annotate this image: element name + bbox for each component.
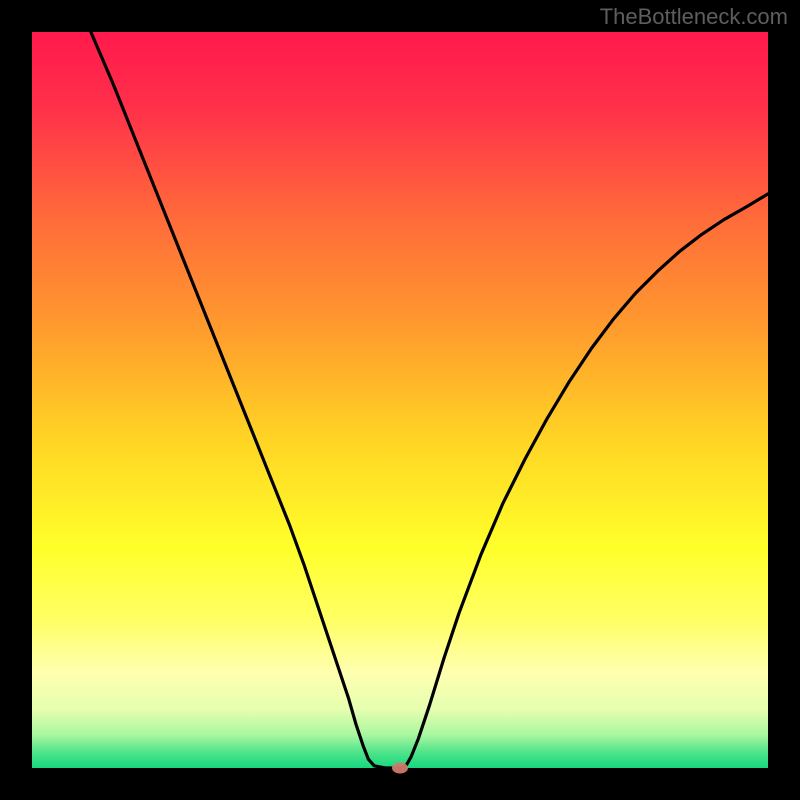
chart-frame: TheBottleneck.com	[0, 0, 800, 800]
optimum-marker	[392, 763, 408, 774]
plot-background	[32, 32, 768, 768]
bottleneck-curve-chart	[0, 0, 800, 800]
watermark-label: TheBottleneck.com	[600, 4, 788, 30]
